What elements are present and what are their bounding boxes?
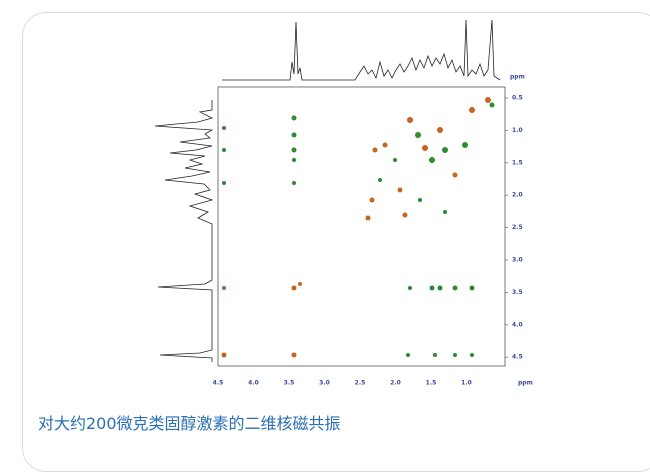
peak: [408, 286, 412, 290]
top-spectrum: [222, 20, 500, 80]
y-tick-label: 3.0: [512, 257, 523, 264]
y-tick-label: 3.5: [512, 289, 523, 296]
nmr-figure: ppm ppm 4.5 4.0 3.5 3.0 2.5 2.0 1.5 1.0 0.5 1.0 1.…: [0, 0, 650, 455]
y-tick-label: 2.5: [512, 224, 523, 231]
y-tick-label: 2.0: [512, 192, 523, 199]
peak: [366, 216, 371, 221]
peak: [292, 148, 297, 153]
caption: 对大约200微克类固醇激素的二维核磁共振: [38, 410, 341, 434]
peak: [430, 286, 435, 291]
peak: [406, 353, 410, 357]
peak: [222, 353, 227, 358]
peak: [490, 103, 495, 108]
peak: [429, 157, 435, 163]
peak: [292, 116, 297, 121]
peak: [292, 353, 297, 358]
peak: [453, 353, 457, 357]
peak: [298, 282, 302, 286]
y-tick-label: 1.5: [512, 159, 523, 166]
peak: [222, 126, 226, 130]
y-tick-label: 1.0: [512, 127, 523, 134]
page: {"figure": { "x_ticks": ["4.5", "4.0", "…: [0, 0, 650, 455]
peak: [462, 142, 468, 148]
peak: [370, 198, 375, 203]
peak: [378, 178, 382, 182]
peak: [398, 188, 403, 193]
x-tick-label: 3.5: [284, 380, 295, 387]
peak: [453, 173, 458, 178]
peak: [470, 286, 475, 291]
x-tick-label: 3.0: [319, 380, 330, 387]
y-tick-label: 4.0: [512, 321, 523, 328]
peak: [433, 353, 437, 357]
x-tick-label: 1.0: [461, 380, 472, 387]
y-tick-label: 0.5: [512, 95, 523, 102]
peak: [383, 143, 388, 148]
peak: [373, 148, 378, 153]
peak: [470, 353, 474, 357]
x-tick-label: 1.5: [426, 380, 437, 387]
y-unit: ppm: [510, 74, 525, 81]
peak: [222, 148, 226, 152]
y-tick-label: 4.5: [512, 354, 523, 361]
x-unit: ppm: [518, 380, 533, 387]
x-tick-label: 2.5: [355, 380, 366, 387]
cross-peaks: [222, 97, 495, 358]
peak: [415, 132, 421, 138]
peak: [292, 286, 297, 291]
peak: [393, 158, 397, 162]
peak: [222, 181, 226, 185]
peak: [222, 286, 226, 290]
x-tick-label: 4.5: [213, 380, 224, 387]
peak: [407, 117, 413, 123]
peak: [469, 107, 475, 113]
x-tick-label: 4.0: [248, 380, 259, 387]
peak: [422, 145, 428, 151]
peak: [442, 147, 448, 153]
peak: [438, 286, 443, 291]
peak: [418, 198, 422, 202]
peak: [292, 181, 296, 185]
peak: [485, 97, 491, 103]
peak: [292, 133, 297, 138]
peak: [443, 210, 447, 214]
x-tick-label: 2.0: [390, 380, 401, 387]
peak: [403, 213, 408, 218]
left-spectrum: [155, 100, 212, 362]
plot-frame: [218, 87, 505, 366]
peak: [292, 158, 296, 162]
peak: [453, 286, 458, 291]
peak: [437, 127, 443, 133]
